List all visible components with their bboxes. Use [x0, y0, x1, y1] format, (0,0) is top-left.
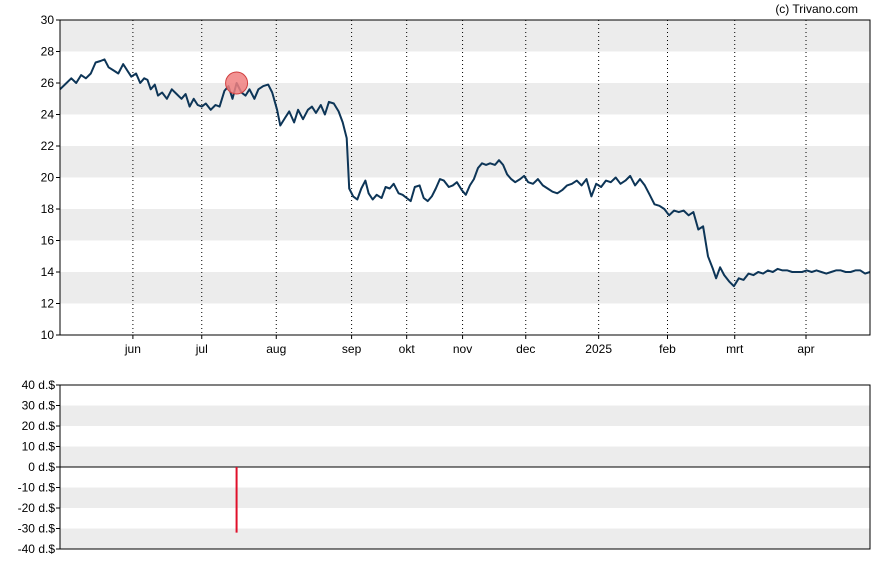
price-band [60, 146, 870, 178]
dividend-panel: -40 d.$ -30 d.$ -20 d.$ -10 d.$ 0 d.$ 10 d.$ 2… [18, 378, 871, 556]
x-tick-label: okt [399, 342, 416, 356]
price-band [60, 20, 870, 52]
x-tick-label: sep [342, 342, 362, 356]
x-tick-label: nov [453, 342, 472, 356]
price-y-axis: 10 12 14 16 18 20 22 24 26 28 30 [41, 13, 60, 342]
y-tick-label: 40 d.$ [22, 378, 56, 392]
price-band [60, 272, 870, 304]
x-tick-label: jun [124, 342, 141, 356]
price-grid-bands [60, 20, 870, 304]
x-tick-label: dec [516, 342, 535, 356]
y-tick-label: 0 d.$ [28, 460, 55, 474]
y-tick-label: 20 d.$ [22, 419, 56, 433]
y-tick-label: 10 d.$ [22, 440, 56, 454]
y-tick-label: 22 [41, 139, 55, 153]
dividend-grid-bands [60, 405, 870, 549]
dividend-band [60, 528, 870, 549]
price-band [60, 209, 870, 241]
y-tick-label: -40 d.$ [18, 542, 56, 556]
y-tick-label: 20 [41, 171, 55, 185]
price-month-gridlines [132, 20, 807, 335]
price-line [59, 58, 871, 288]
x-tick-label: 2025 [585, 342, 612, 356]
dividend-band [60, 487, 870, 508]
dividend-marker [225, 71, 249, 95]
x-tick-label: apr [797, 342, 814, 356]
y-tick-label: -30 d.$ [18, 522, 56, 536]
dividend-y-axis: -40 d.$ -30 d.$ -20 d.$ -10 d.$ 0 d.$ 10 d.$ 2… [18, 378, 60, 556]
y-tick-label: 18 [41, 202, 55, 216]
dividend-band [60, 446, 870, 467]
y-tick-label: 14 [41, 265, 55, 279]
x-tick-label: aug [266, 342, 286, 356]
dividend-band [60, 405, 870, 426]
credit-text: (c) Trivano.com [775, 2, 858, 16]
y-tick-label: -10 d.$ [18, 481, 56, 495]
y-tick-label: 12 [41, 297, 55, 311]
y-tick-label: 30 [41, 13, 55, 27]
y-tick-label: 26 [41, 76, 55, 90]
y-tick-label: 28 [41, 45, 55, 59]
x-tick-label: feb [659, 342, 676, 356]
y-tick-label: 10 [41, 328, 55, 342]
y-tick-label: 24 [41, 108, 55, 122]
price-panel: 10 12 14 16 18 20 22 24 26 28 30 jun jul aug sep okt no… [41, 13, 871, 356]
y-tick-label: -20 d.$ [18, 501, 56, 515]
x-tick-label: jul [195, 342, 208, 356]
price-x-axis: jun jul aug sep okt nov dec 2025 feb mrt apr [124, 335, 815, 356]
y-tick-label: 30 d.$ [22, 399, 56, 413]
y-tick-label: 16 [41, 234, 55, 248]
x-tick-label: mrt [726, 342, 744, 356]
